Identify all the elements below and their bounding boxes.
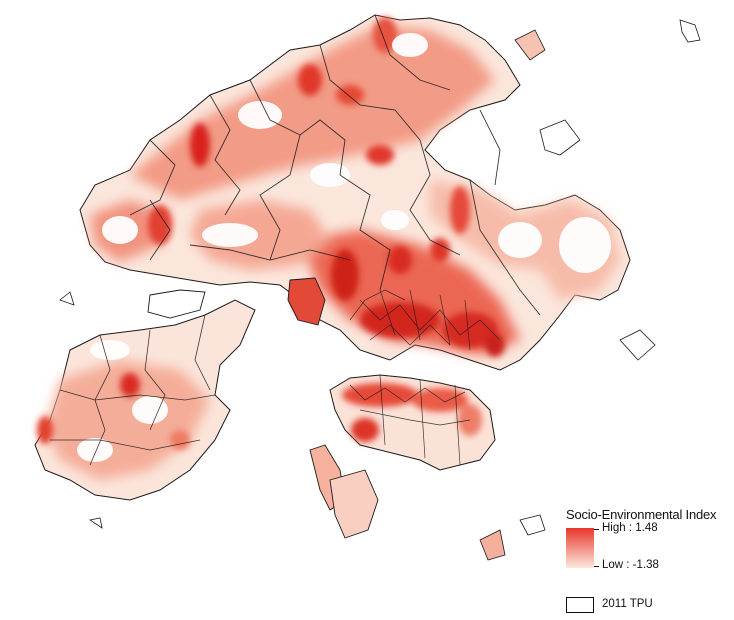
landmass-lantau — [34, 299, 256, 501]
legend-title: Socio-Environmental Index — [566, 507, 717, 522]
landmass-airport — [147, 289, 206, 319]
landmass-tsing-yi — [287, 277, 326, 326]
legend-tick-low — [594, 566, 599, 567]
legend-tick-high — [594, 529, 599, 530]
landmass-new-territories — [79, 14, 631, 371]
legend-low-label: Low : -1.38 — [602, 559, 659, 571]
landmass-lamma — [309, 444, 379, 539]
landmass-hong-kong-island — [329, 374, 496, 471]
legend-high-label: High : 1.48 — [602, 522, 658, 534]
legend-boundary-label: 2011 TPU — [602, 598, 653, 610]
legend-boundary-swatch — [566, 597, 594, 613]
legend-color-ramp — [566, 528, 594, 568]
